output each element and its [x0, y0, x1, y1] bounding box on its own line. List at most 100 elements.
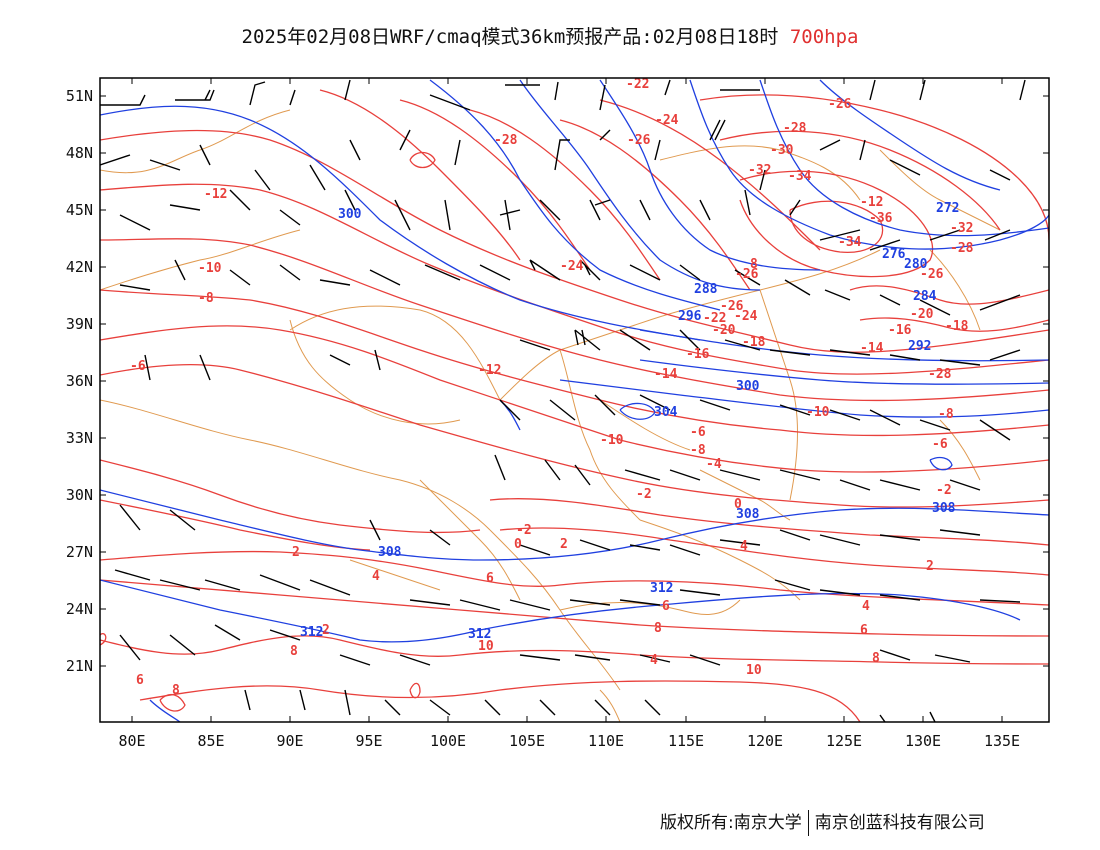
svg-text:280: 280: [904, 257, 928, 272]
svg-text:-20: -20: [910, 307, 934, 322]
copyright-company: 南京创蓝科技有限公司: [814, 813, 985, 833]
svg-text:6: 6: [662, 599, 670, 614]
pressure-level: 700hpa: [789, 26, 859, 48]
svg-text:-28: -28: [950, 241, 974, 256]
svg-text:300: 300: [338, 207, 362, 222]
svg-text:308: 308: [736, 507, 760, 522]
svg-text:312: 312: [300, 625, 323, 640]
svg-text:-12: -12: [860, 195, 883, 210]
svg-text:6: 6: [486, 571, 494, 586]
svg-text:284: 284: [913, 289, 937, 304]
svg-text:292: 292: [908, 339, 931, 354]
svg-text:304: 304: [654, 405, 678, 420]
svg-text:-18: -18: [945, 319, 969, 334]
svg-text:312: 312: [468, 627, 491, 642]
svg-text:300: 300: [736, 379, 760, 394]
copyright-owner: 版权所有:南京大学: [660, 813, 802, 833]
map-title: 2025年02月08日WRF/cmaq模式36km预报产品:02月08日18时 …: [0, 22, 1100, 49]
svg-text:-2: -2: [936, 483, 952, 498]
svg-text:296: 296: [678, 309, 702, 324]
svg-text:125E: 125E: [826, 732, 862, 750]
svg-text:-16: -16: [686, 347, 710, 362]
svg-text:8: 8: [872, 651, 880, 666]
svg-text:-24: -24: [560, 259, 584, 274]
svg-text:-34: -34: [788, 169, 812, 184]
svg-text:-12: -12: [204, 187, 227, 202]
svg-text:276: 276: [882, 247, 906, 262]
footer-divider: [807, 810, 809, 836]
svg-text:-30: -30: [770, 143, 794, 158]
svg-text:90E: 90E: [276, 732, 303, 750]
lon-labels: 80E 85E 90E 95E 100E 105E 110E 115E 120E…: [118, 732, 1020, 750]
svg-text:10: 10: [746, 663, 762, 678]
svg-text:-14: -14: [654, 367, 678, 382]
svg-text:24N: 24N: [66, 600, 93, 618]
svg-text:0: 0: [514, 537, 522, 552]
svg-text:-2: -2: [636, 487, 652, 502]
svg-text:-18: -18: [742, 335, 766, 350]
svg-text:36N: 36N: [66, 372, 93, 390]
svg-text:33N: 33N: [66, 429, 93, 447]
svg-text:308: 308: [378, 545, 402, 560]
height-labels: 300 272 276 280 284 288 292 296 300 304 …: [300, 201, 959, 642]
svg-text:130E: 130E: [905, 732, 941, 750]
svg-text:-26: -26: [720, 299, 744, 314]
svg-text:4: 4: [372, 569, 380, 584]
svg-text:4: 4: [862, 599, 870, 614]
svg-text:-36: -36: [869, 211, 893, 226]
svg-text:21N: 21N: [66, 657, 93, 675]
svg-text:8: 8: [654, 621, 662, 636]
isotherms: [100, 89, 1049, 722]
svg-text:-32: -32: [748, 163, 771, 178]
svg-text:8: 8: [172, 683, 180, 698]
svg-text:45N: 45N: [66, 201, 93, 219]
wind-barbs: [100, 79, 1026, 722]
svg-text:135E: 135E: [984, 732, 1020, 750]
svg-text:-8: -8: [690, 443, 706, 458]
svg-text:-10: -10: [806, 405, 830, 420]
svg-text:288: 288: [694, 282, 718, 297]
svg-text:51N: 51N: [66, 87, 93, 105]
svg-text:-4: -4: [706, 457, 722, 472]
title-text: 2025年02月08日WRF/cmaq模式36km预报产品:02月08日18时: [241, 26, 779, 48]
svg-text:-26: -26: [735, 267, 759, 282]
svg-text:-14: -14: [860, 341, 884, 356]
svg-text:272: 272: [936, 201, 959, 216]
svg-text:-8: -8: [938, 407, 954, 422]
svg-text:-6: -6: [690, 425, 706, 440]
svg-text:100E: 100E: [430, 732, 466, 750]
svg-text:-26: -26: [920, 267, 944, 282]
svg-text:6: 6: [136, 673, 144, 688]
svg-text:-20: -20: [712, 323, 736, 338]
svg-text:-2: -2: [516, 523, 532, 538]
svg-text:-6: -6: [130, 359, 146, 374]
svg-text:-22: -22: [626, 77, 649, 92]
svg-text:85E: 85E: [197, 732, 224, 750]
svg-text:-26: -26: [627, 133, 651, 148]
svg-text:2: 2: [322, 623, 330, 638]
svg-text:105E: 105E: [509, 732, 545, 750]
plot-frame: [99, 77, 1050, 723]
svg-text:-6: -6: [932, 437, 948, 452]
svg-text:2: 2: [926, 559, 934, 574]
height-contours: [100, 79, 1049, 722]
copyright-footer: 版权所有:南京大学 南京创蓝科技有限公司: [660, 808, 985, 836]
svg-text:8: 8: [290, 644, 298, 659]
svg-text:-8: -8: [198, 291, 214, 306]
border-lines: [100, 109, 1001, 722]
svg-text:120E: 120E: [747, 732, 783, 750]
svg-text:8: 8: [750, 257, 758, 272]
svg-text:115E: 115E: [668, 732, 704, 750]
svg-text:48N: 48N: [66, 144, 93, 162]
svg-text:-32: -32: [950, 221, 973, 236]
svg-text:-24: -24: [655, 113, 679, 128]
svg-text:-28: -28: [494, 133, 518, 148]
svg-text:-24: -24: [734, 309, 758, 324]
svg-text:95E: 95E: [355, 732, 382, 750]
isotherm-labels: -22 -24 -26 -28 -26 -26 -12 -10 -8 -28 -…: [130, 77, 974, 698]
svg-text:-28: -28: [928, 367, 952, 382]
svg-text:42N: 42N: [66, 258, 93, 276]
svg-text:0: 0: [734, 497, 742, 512]
svg-text:-10: -10: [198, 261, 222, 276]
